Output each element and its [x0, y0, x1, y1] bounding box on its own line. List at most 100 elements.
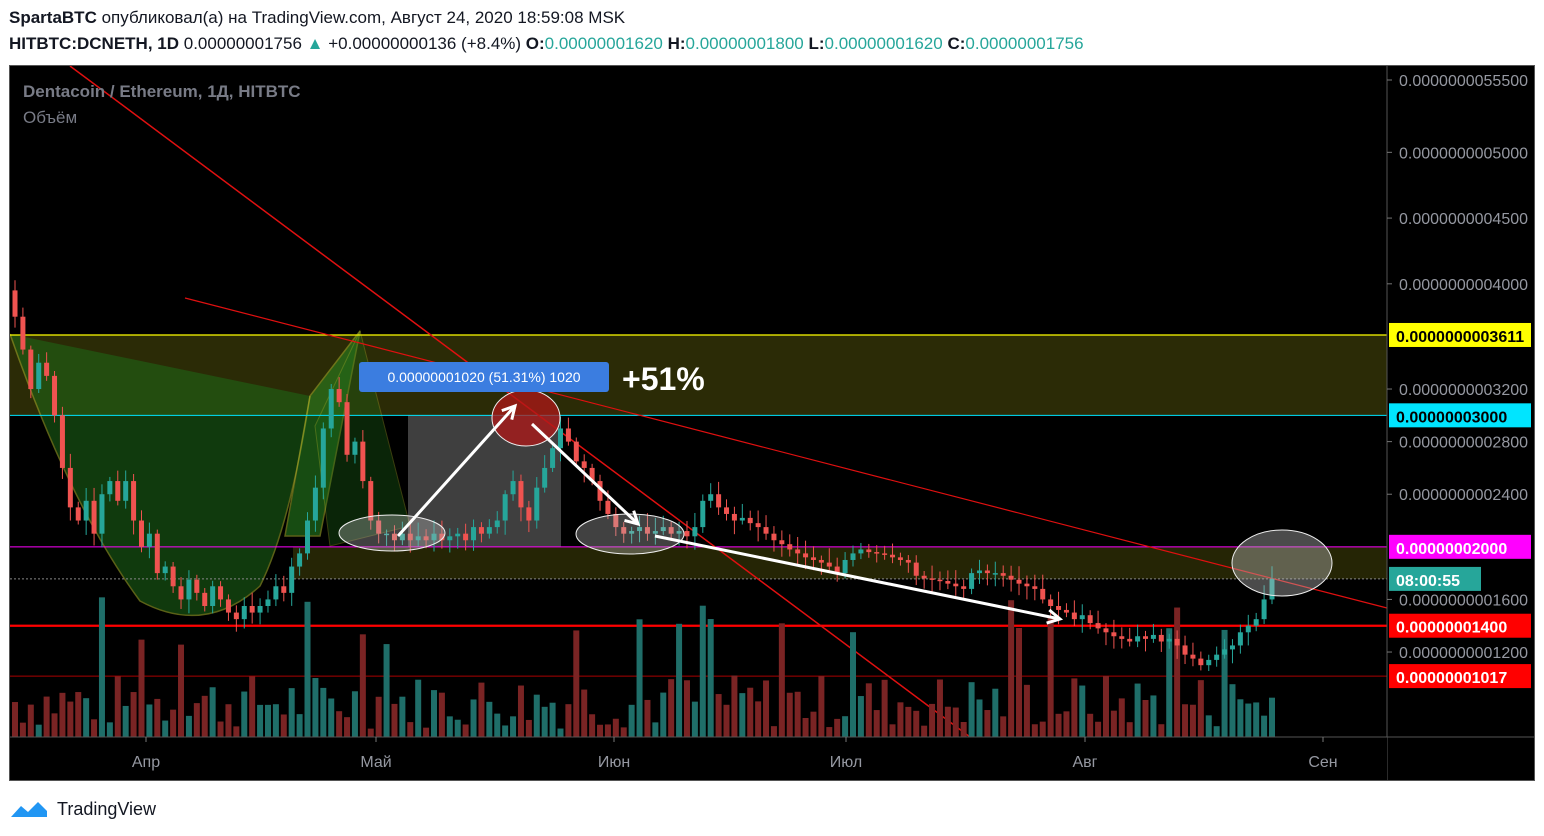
candle-body [613, 513, 619, 528]
volume-bar [731, 675, 738, 737]
volume-bar [984, 710, 991, 737]
candle-body [937, 579, 943, 582]
candle-body [510, 481, 516, 495]
volume-bar [1158, 724, 1165, 737]
time-tick-label: Апр [132, 754, 160, 771]
candle-body [1261, 599, 1267, 620]
candle-body [550, 448, 556, 468]
author-name[interactable]: SpartaBTC [9, 8, 97, 27]
volume-bar [249, 676, 256, 737]
candle-body [834, 566, 840, 574]
volume-bar [676, 623, 683, 737]
price-label-bg [1389, 322, 1531, 347]
volume-bar [1134, 683, 1141, 737]
candle-body [1103, 628, 1109, 633]
price-chart[interactable]: 0.00000001020 (51.31%) 1020 +51% Dentacoin… [10, 66, 1534, 780]
candle-body [1237, 632, 1243, 646]
candle-body [486, 527, 492, 534]
candle-body [557, 428, 563, 449]
volume-bar [1261, 715, 1268, 737]
volume-bar [185, 715, 192, 737]
volume-bar [881, 679, 888, 737]
candle-body [731, 513, 737, 521]
price-tick-label: 0.0000000001200 [1399, 645, 1528, 662]
candle-body [1095, 623, 1101, 629]
volume-bar [525, 719, 532, 737]
candle-body [565, 428, 571, 442]
volume-bar [304, 601, 311, 737]
volume-bar [1269, 697, 1275, 737]
candle-body [320, 428, 326, 488]
candle-body [399, 533, 405, 541]
candle-body [1016, 579, 1022, 584]
volume-bar [1253, 702, 1260, 737]
candle-body [249, 606, 255, 613]
volume-bar [446, 716, 453, 737]
volume-bar [415, 679, 422, 737]
candle-body [423, 536, 429, 541]
candle-body [976, 570, 982, 574]
volume-bar [897, 702, 904, 737]
volume-bar [699, 605, 706, 737]
price-tick-label: 0.0000000002800 [1399, 435, 1528, 452]
volume-bar [19, 722, 26, 737]
volume-bar [929, 703, 936, 737]
candle-body [921, 575, 927, 579]
volume-bar [770, 726, 777, 737]
candle-body [1119, 636, 1125, 639]
candle-body [162, 566, 168, 574]
candle-body [660, 527, 666, 532]
volume-bar [565, 704, 572, 737]
candle-body [194, 579, 200, 593]
volume-bar [75, 692, 82, 737]
volume-bar [834, 718, 841, 737]
volume-bar [786, 692, 793, 737]
candle-body [747, 517, 753, 524]
volume-bar [83, 698, 90, 737]
candle-body [850, 553, 856, 560]
volume-bar [27, 704, 34, 737]
candle-body [494, 520, 500, 528]
high-value: 0.00000001800 [685, 34, 804, 53]
volume-bar [1118, 698, 1125, 737]
candle-body [1198, 658, 1204, 666]
volume-bar [826, 727, 833, 737]
price-tick-label: 0.0000000005000 [1399, 145, 1528, 162]
volume-bar [581, 689, 588, 737]
volume-bar [1205, 715, 1212, 737]
volume-bar [921, 725, 928, 737]
candle-body [755, 523, 761, 528]
volume-bar [178, 644, 185, 737]
price-change: +0.00000000136 (+8.4%) [328, 34, 522, 53]
price-label-bg [1389, 613, 1531, 638]
volume-bar [691, 701, 698, 737]
candle-body [36, 362, 42, 390]
candle-body [233, 612, 239, 620]
volume-bar [533, 694, 540, 737]
volume-bar [1047, 616, 1054, 737]
candle-body [961, 586, 967, 589]
candle-body [28, 349, 34, 390]
volume-bar [423, 727, 430, 737]
volume-bar [138, 639, 145, 737]
candle-body [431, 533, 437, 541]
volume-bar [842, 716, 849, 737]
volume-bar [12, 702, 18, 737]
candle-body [502, 494, 508, 521]
volume-bar [154, 698, 161, 737]
candle-body [818, 559, 824, 563]
volume-bar [818, 676, 825, 737]
volume-bar [486, 701, 493, 737]
measure-label-bg [359, 362, 609, 392]
volume-bar [668, 679, 675, 737]
volume-bar [375, 696, 382, 737]
candle-body [700, 500, 706, 528]
candle-body [953, 583, 959, 587]
volume-bar [399, 696, 406, 737]
volume-bar [391, 703, 398, 737]
volume-bar [644, 699, 651, 737]
volume-bar [944, 706, 951, 737]
volume-bar [296, 714, 303, 737]
volume-bar [541, 706, 548, 737]
chart-frame[interactable]: 0.00000001020 (51.31%) 1020 +51% Dentacoin… [9, 65, 1535, 781]
